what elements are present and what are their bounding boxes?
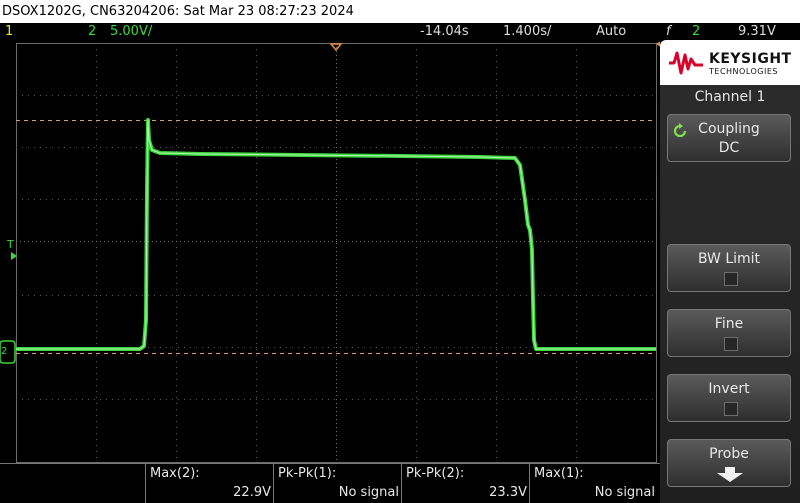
graticule: T 2 bbox=[0, 41, 660, 463]
title-bar: DSOX1202G, CN63204206: Sat Mar 23 08:27:… bbox=[0, 0, 800, 23]
measurement-value: No signal bbox=[594, 485, 655, 500]
invert-checkbox[interactable] bbox=[724, 402, 738, 416]
cycle-icon bbox=[673, 123, 687, 138]
title-text: DSOX1202G, CN63204206: Sat Mar 23 08:27:… bbox=[2, 4, 354, 19]
time-scale[interactable]: 1.400s/ bbox=[503, 24, 552, 39]
fine-softkey[interactable]: Fine bbox=[667, 309, 791, 357]
keysight-logo: KEYSIGHT TECHNOLOGIES bbox=[660, 40, 800, 85]
trigger-label: T bbox=[6, 238, 14, 251]
measurement-bar: Max(2): 22.9V Pk-Pk(1): No signal Pk-Pk(… bbox=[0, 463, 660, 503]
channel2-waveform-highlight bbox=[16, 119, 656, 350]
measurement-label: Max(2): bbox=[150, 466, 200, 481]
channel2-waveform bbox=[16, 118, 656, 351]
time-position[interactable]: -14.04s bbox=[420, 24, 469, 39]
probe-label: Probe bbox=[709, 446, 749, 462]
invert-softkey[interactable]: Invert bbox=[667, 374, 791, 422]
trigger-level[interactable]: 9.31V bbox=[738, 24, 776, 39]
invert-label: Invert bbox=[708, 381, 750, 397]
coupling-label: Coupling bbox=[698, 121, 760, 137]
panel-title: Channel 1 bbox=[694, 89, 766, 105]
measurement-value: No signal bbox=[338, 485, 399, 500]
trigger-edge-icon: f bbox=[666, 24, 671, 39]
measurement-value: 23.3V bbox=[489, 485, 527, 500]
brand-name: KEYSIGHT bbox=[709, 51, 792, 67]
status-bar: 1 2 5.00V/ -14.04s 1.400s/ Auto f 2 9.31… bbox=[0, 23, 800, 40]
down-arrow-icon bbox=[717, 467, 743, 482]
trigger-position-marker bbox=[329, 43, 343, 52]
measurement-label: Pk-Pk(2): bbox=[406, 466, 465, 481]
waveform-display[interactable]: T 2 bbox=[0, 40, 660, 463]
probe-softkey[interactable]: Probe bbox=[667, 439, 791, 487]
measurement-label: Max(1): bbox=[534, 466, 584, 481]
measurement-max-ch1[interactable]: Max(1): No signal bbox=[529, 464, 657, 503]
channel2-ground-label: 2 bbox=[1, 346, 7, 357]
keysight-wave-icon bbox=[669, 51, 703, 75]
trigger-level-marker bbox=[656, 41, 660, 47]
fine-checkbox[interactable] bbox=[724, 337, 738, 351]
channel2-indicator[interactable]: 2 bbox=[88, 24, 97, 39]
brand-subtitle: TECHNOLOGIES bbox=[709, 67, 778, 76]
measurement-pkpk-ch1[interactable]: Pk-Pk(1): No signal bbox=[273, 464, 401, 503]
measurement-pkpk-ch2[interactable]: Pk-Pk(2): 23.3V bbox=[401, 464, 529, 503]
measurement-max-ch2[interactable]: Max(2): 22.9V bbox=[145, 464, 273, 503]
channel1-indicator[interactable]: 1 bbox=[5, 24, 14, 39]
channel2-ground-marker bbox=[0, 340, 16, 364]
trigger-mode[interactable]: Auto bbox=[596, 24, 627, 39]
coupling-softkey[interactable]: Coupling DC bbox=[667, 114, 791, 162]
bw-limit-checkbox[interactable] bbox=[724, 272, 738, 286]
fine-label: Fine bbox=[714, 316, 744, 332]
bw-limit-label: BW Limit bbox=[697, 251, 761, 267]
channel2-scale[interactable]: 5.00V/ bbox=[110, 24, 153, 39]
coupling-value: DC bbox=[718, 140, 740, 156]
measurement-value: 22.9V bbox=[233, 485, 271, 500]
trigger-source[interactable]: 2 bbox=[692, 24, 701, 39]
trigger-arrow-icon bbox=[11, 252, 17, 260]
measurement-label: Pk-Pk(1): bbox=[278, 466, 337, 481]
bw-limit-softkey[interactable]: BW Limit bbox=[667, 244, 791, 292]
